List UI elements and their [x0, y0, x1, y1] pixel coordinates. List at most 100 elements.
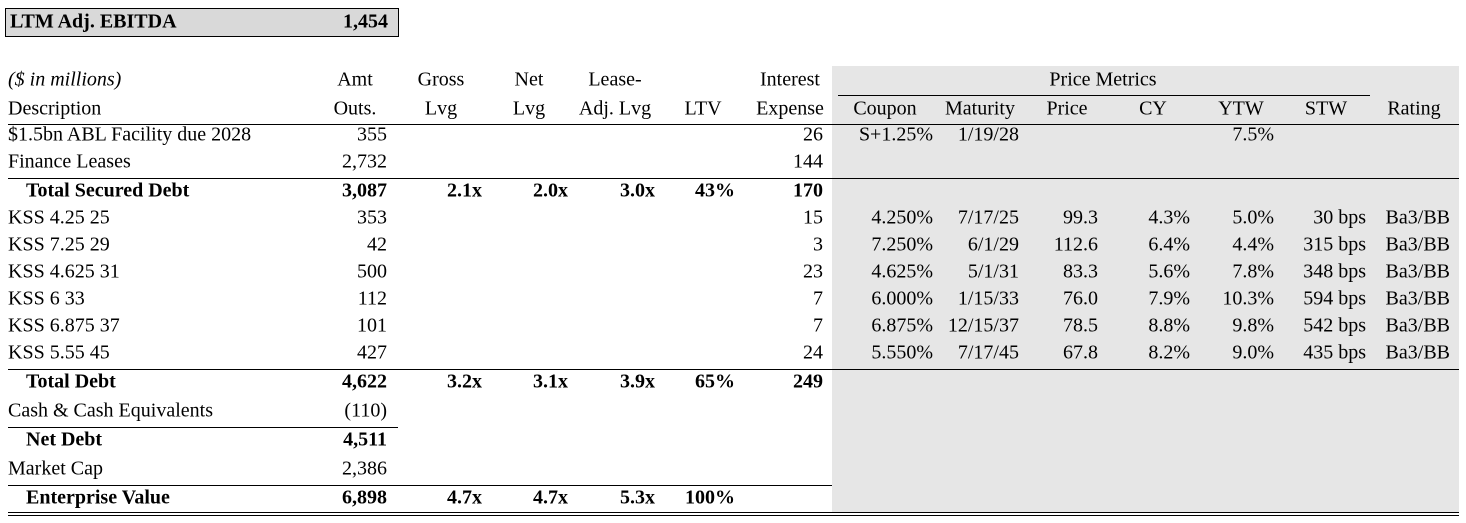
cell: 594 bps [1303, 288, 1366, 310]
row-label: KSS 6 33 [8, 288, 85, 310]
cell: 4,511 [343, 429, 387, 451]
cell: 5/1/31 [968, 261, 1019, 283]
cell: 7 [813, 288, 823, 310]
cell: 170 [793, 180, 823, 202]
column-header: Amt [337, 69, 373, 91]
cell: 10.3% [1222, 288, 1274, 310]
cell: 144 [793, 151, 823, 173]
cell: 7.250% [871, 234, 933, 256]
cell: Ba3/BB [1386, 288, 1450, 310]
cell: 3,087 [342, 180, 387, 202]
cell: 2,732 [342, 151, 387, 173]
cell: 43% [695, 180, 735, 202]
row-label: Cash & Cash Equivalents [8, 400, 213, 422]
cell: 7.9% [1148, 288, 1190, 310]
cell: 7/17/25 [958, 207, 1019, 229]
column-header: STW [1305, 98, 1347, 120]
cell: Ba3/BB [1386, 315, 1450, 337]
column-header: Outs. [334, 98, 377, 120]
column-header: Gross [418, 69, 465, 91]
cell: 42 [367, 234, 387, 256]
row-label: KSS 6.875 37 [8, 315, 120, 337]
cell: (110) [344, 400, 387, 422]
cell: 6/1/29 [968, 234, 1019, 256]
column-header: Coupon [853, 98, 916, 120]
cell: 24 [803, 342, 823, 364]
cell: Ba3/BB [1386, 234, 1450, 256]
cell: 3.1x [533, 371, 568, 393]
cell: 542 bps [1303, 315, 1366, 337]
cell: 65% [695, 371, 735, 393]
cell: 5.3x [620, 487, 655, 509]
column-header: Maturity [945, 98, 1015, 120]
cell: 26 [803, 124, 823, 146]
cell: 7.8% [1232, 261, 1274, 283]
row-label: KSS 4.25 25 [8, 207, 110, 229]
cell: 7.5% [1232, 124, 1274, 146]
row-label: KSS 5.55 45 [8, 342, 110, 364]
row-label: Net Debt [26, 429, 102, 451]
cell: 5.550% [871, 342, 933, 364]
cell: 6.000% [871, 288, 933, 310]
cell: 7 [813, 315, 823, 337]
cell: 23 [803, 261, 823, 283]
cell: 6.875% [871, 315, 933, 337]
row-label: Finance Leases [8, 151, 131, 173]
cell: 1/15/33 [958, 288, 1019, 310]
column-header: Net [515, 69, 544, 91]
column-header: YTW [1218, 98, 1264, 120]
cell: 67.8 [1063, 342, 1098, 364]
cell: 15 [803, 207, 823, 229]
cell: Ba3/BB [1386, 342, 1450, 364]
cell: 112.6 [1054, 234, 1098, 256]
row-label: KSS 7.25 29 [8, 234, 110, 256]
cell: 4,622 [342, 371, 387, 393]
cell: 4.250% [871, 207, 933, 229]
cell: 9.0% [1232, 342, 1274, 364]
cell: 3.2x [447, 371, 482, 393]
column-header: Adj. Lvg [579, 98, 651, 120]
column-header: Description [8, 98, 101, 120]
cell: 99.3 [1063, 207, 1098, 229]
column-header: Price [1046, 98, 1087, 120]
cell: 5.0% [1232, 207, 1274, 229]
cell: Ba3/BB [1386, 261, 1450, 283]
column-header: Interest [760, 69, 820, 91]
cell: 348 bps [1303, 261, 1366, 283]
cell: 4.7x [533, 487, 568, 509]
cell: 2.1x [447, 180, 482, 202]
cell: 4.4% [1232, 234, 1274, 256]
row-label: Total Debt [26, 371, 116, 393]
row-label: Total Secured Debt [26, 180, 190, 202]
cell: 112 [358, 288, 387, 310]
column-header: Lvg [513, 98, 545, 120]
cell: 353 [357, 207, 387, 229]
cell: 427 [357, 342, 387, 364]
ebitda-label: LTM Adj. EBITDA [10, 11, 177, 33]
cell: Ba3/BB [1386, 207, 1450, 229]
cell: 2.0x [533, 180, 568, 202]
cell: 12/15/37 [948, 315, 1019, 337]
cell: 6.4% [1148, 234, 1190, 256]
cell: 315 bps [1303, 234, 1366, 256]
cell: 4.625% [871, 261, 933, 283]
column-header: CY [1139, 98, 1167, 120]
cell: 9.8% [1232, 315, 1274, 337]
cell: 76.0 [1063, 288, 1098, 310]
column-header: Lease- [588, 69, 641, 91]
cell: 8.8% [1148, 315, 1190, 337]
cell: 83.3 [1063, 261, 1098, 283]
column-header: Lvg [425, 98, 457, 120]
cell: 5.6% [1148, 261, 1190, 283]
cell: 2,386 [342, 458, 387, 480]
units-note: ($ in millions) [8, 69, 122, 91]
cell: 100% [685, 487, 735, 509]
cell: 3.0x [620, 180, 655, 202]
row-label: Market Cap [8, 458, 103, 480]
price-metrics-shade [832, 66, 1459, 512]
column-header: LTV [684, 98, 722, 120]
row-label: Enterprise Value [26, 487, 170, 509]
cell: 249 [793, 371, 823, 393]
cell: 7/17/45 [958, 342, 1019, 364]
